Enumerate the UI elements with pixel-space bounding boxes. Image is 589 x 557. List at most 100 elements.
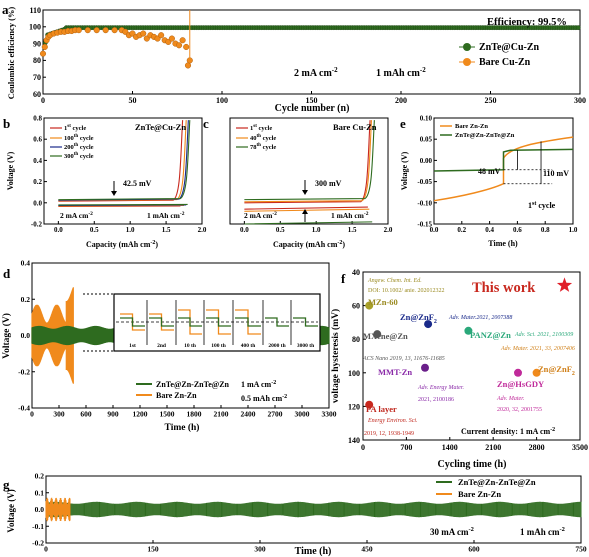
panel-c-title: Bare Cu-Zn (333, 122, 377, 132)
panel-d-legend-2: Bare Zn-Zn (156, 391, 197, 400)
bare-curve (433, 136, 574, 202)
bare-trace (45, 497, 71, 522)
ref-mxene: ACS Nano 2019, 13, 11676-11685 (362, 356, 445, 362)
panel-b-frame (43, 117, 203, 225)
panel-b-cond1: 2 mA cm-2 (60, 211, 93, 220)
x-tick-label: 1.5 (348, 226, 357, 234)
point-barecu (175, 42, 183, 49)
y-tick-label: -0.2 (31, 220, 43, 228)
x-tick-label: 300 (53, 410, 65, 419)
panel-e-mv2: 110 mV (543, 169, 569, 178)
point-0 (365, 301, 374, 310)
panel-e-cycle: 1st cycle (528, 201, 556, 210)
panel-b-mv: 42.5 mV (123, 179, 152, 188)
point-barecu (41, 43, 48, 51)
x-tick-label: 700 (400, 443, 412, 452)
panel-c: c 0.0 0.5 1.0 1.5 2.0 Bare Cu-Zn 1st cycle 4… (203, 116, 393, 249)
panel-e-legend-1: Bare Zn-Zn (455, 123, 488, 130)
panel-a-efficiency: Efficiency: 99.5% (487, 17, 567, 28)
y-tick-label: -0.05 (417, 178, 432, 186)
panel-d-ylabel: Voltage (V) (1, 313, 12, 359)
x-tick-label: 50 (129, 96, 137, 105)
x-tick-label: 600 (468, 545, 480, 554)
y-tick-label: 80 (33, 56, 41, 65)
ref-mzn-1: Angew. Chem. Int. Ed. (367, 278, 422, 284)
y-tick-label: -0.15 (417, 220, 432, 228)
panel-c-arrowhead-bottom (302, 209, 308, 214)
y-tick-label: -0.1 (32, 522, 44, 531)
label-mxene: MXene@Zn (363, 331, 408, 341)
panel-d-xlabel: Time (h) (165, 422, 200, 433)
x-tick-label: 1200 (133, 410, 148, 419)
y-tick-label: -0.2 (18, 367, 30, 376)
point-2 (373, 330, 382, 339)
panel-g-legend-1: ZnTe@Zn-ZnTe@Zn (458, 477, 536, 487)
point-5 (421, 363, 429, 372)
panel-b-cond2: 1 mAh cm-2 (147, 211, 185, 220)
label-hsgdy: Zn@HsGDY (497, 379, 544, 389)
x-tick-label: 0.0 (54, 226, 63, 234)
panel-a-cond2: 1 mAh cm-2 (376, 66, 426, 79)
x-tick-label: 0.8 (541, 226, 550, 234)
point-1 (424, 320, 433, 329)
panel-a-ylabel: Coulombic efficiency (%) (6, 7, 16, 100)
x-tick-label: 1500 (160, 410, 175, 419)
x-tick-label: 0 (44, 545, 48, 554)
x-tick-label: 0.0 (240, 226, 249, 234)
panel-g-ticks: 0 150 300 450 600 750 -0.2 -0.1 0.0 0.1 0.2 (32, 472, 587, 554)
x-tick-label: 1.5 (162, 226, 171, 234)
panel-f-letter: f (341, 271, 346, 286)
panel-e-mv1: 48 mV (478, 167, 501, 176)
panel-g: g 0 150 300 450 600 750 -0.2 -0.1 0.0 0.1 0.2 ZnTe… (3, 472, 587, 557)
y-tick-label: 0.1 (35, 488, 45, 497)
y-tick-label: 0.4 (33, 157, 42, 165)
point-barecu (184, 62, 192, 69)
y-tick-label: 0.05 (420, 136, 433, 144)
y-tick-label: -0.4 (18, 404, 30, 413)
y-tick-label: 0.10 (420, 114, 433, 122)
label-mmt: MMT-Zn (378, 367, 412, 377)
point-barecu (102, 27, 109, 34)
label-znznf-1: Zn@ZnF2 (400, 312, 437, 325)
panel-d-inset-plot (116, 300, 318, 345)
panel-a-legend-1: ZnTe@Cu-Zn (479, 42, 540, 53)
panel-g-ylabel: Voltage (V) (6, 489, 16, 532)
y-tick-label: 100 (348, 369, 360, 378)
panel-b-cycle-3: 200th cycle (64, 143, 94, 151)
panel-f-xlabel: Cycling time (h) (438, 459, 507, 470)
panel-a-ticks: 0 50 100 150 200 250 300 60 70 80 90 100 110 (29, 6, 586, 105)
point-barecu (179, 37, 186, 44)
x-tick-label: 0 (361, 443, 365, 452)
panel-f-ylabel: voltage hysteresis (mV) (330, 309, 341, 403)
inset-label: 2000 th (268, 343, 285, 349)
panel-e-ticks: 0.0 0.2 0.4 0.6 0.8 1.0 -0.15 -0.10 -0.05 0.00 0.0… (417, 114, 577, 234)
panel-e-plot (433, 136, 574, 202)
inset-znte (235, 317, 261, 327)
y-tick-label: 0.00 (420, 157, 433, 165)
inset-label: 1st (129, 343, 136, 349)
panel-a-legend-2: Bare Cu-Zn (479, 57, 531, 68)
x-tick-label: 200 (395, 96, 407, 105)
y-tick-label: 100 (29, 23, 41, 32)
panel-c-ticks: 0.0 0.5 1.0 1.5 2.0 (240, 221, 393, 234)
panel-f-current: Current density: 1 mA cm-2 (461, 427, 555, 436)
y-tick-label: 0.2 (35, 472, 45, 481)
y-tick-label: 110 (29, 6, 41, 15)
x-tick-label: 450 (361, 545, 373, 554)
x-tick-label: 1800 (187, 410, 202, 419)
x-tick-label: 3300 (322, 410, 337, 419)
panel-c-cycle-2: 40th cycle (250, 134, 276, 142)
panel-d-cond2: 0.5 mAh cm-2 (241, 394, 287, 403)
inset-znte (206, 317, 231, 327)
panel-a: a 0 50 100 150 200 250 300 60 70 80 90 100 110 Effic… (2, 2, 586, 114)
panel-c-cycle-3: 78th cycle (250, 143, 276, 151)
y-tick-label: -0.2 (32, 539, 44, 548)
ref-pa-2: 2019, 12, 1938-1949 (364, 431, 414, 437)
panel-b: b 0.0 0.5 1.0 1.5 2.0 -0.2 0.0 0.2 0.4 0.6 0.8 ZnT… (3, 114, 207, 249)
voltage-curve (58, 120, 189, 206)
panel-c-frame (229, 117, 389, 225)
y-tick-label: 40 (352, 268, 360, 277)
panel-b-arrowhead (111, 191, 117, 196)
ref-znznf-1: Adv. Mater.2021, 2007388 (448, 315, 512, 321)
